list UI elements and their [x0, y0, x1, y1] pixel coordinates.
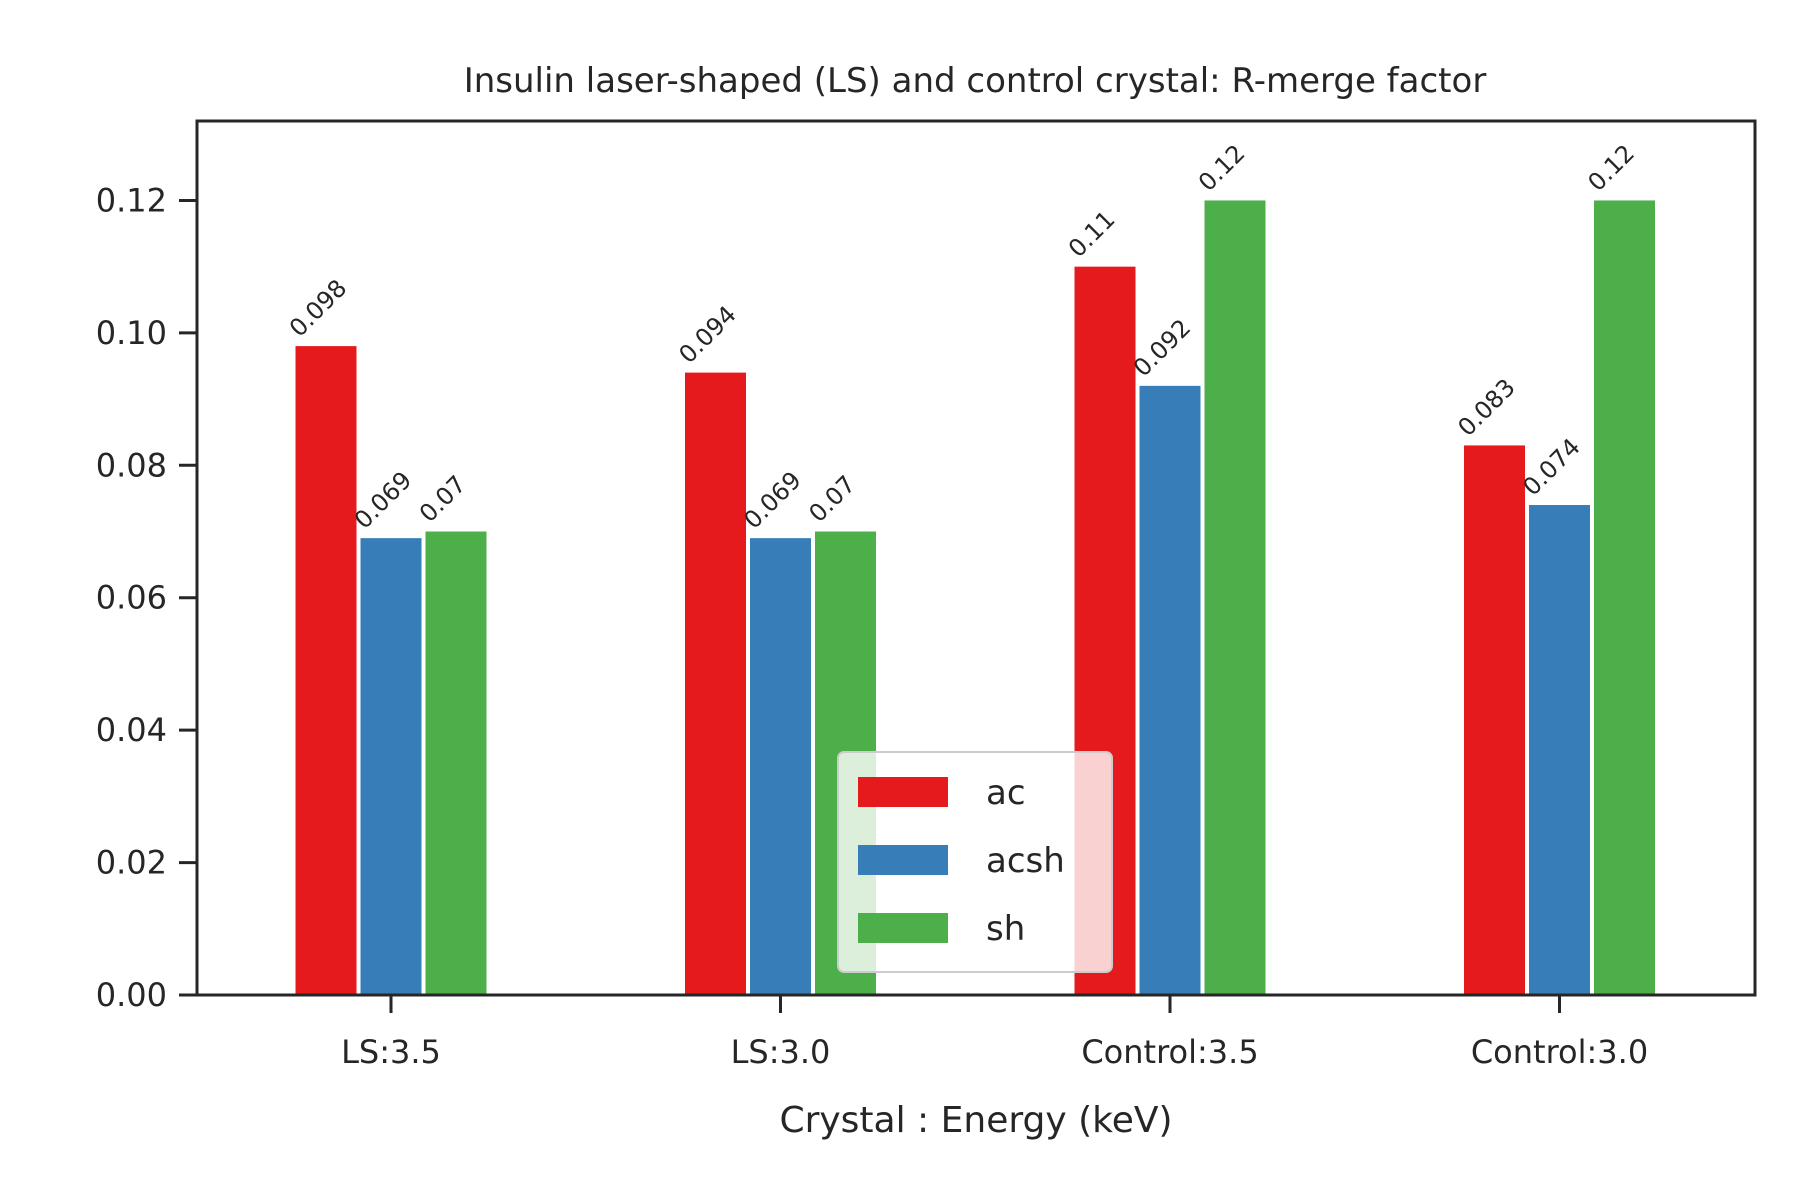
- x-tick-label: LS:3.5: [341, 1033, 441, 1071]
- y-tick-label: 0.10: [96, 314, 167, 352]
- legend-label-ac: ac: [986, 773, 1026, 813]
- bar-sh-3: [1594, 200, 1655, 996]
- plot-frame: [195, 119, 1757, 997]
- bar-sh-0: [425, 531, 487, 995]
- bar-acsh-2: [1139, 385, 1201, 995]
- y-tick-label: 0.02: [96, 844, 167, 882]
- bar-acsh-1: [750, 538, 811, 995]
- bar-ac-0: [295, 346, 357, 995]
- legend: ac acsh sh: [837, 751, 1113, 973]
- legend-swatch-ac: [858, 777, 948, 807]
- bar-acsh-3: [1529, 505, 1590, 995]
- y-tick-label: 0.08: [96, 446, 167, 484]
- x-tick-label: Control:3.5: [1081, 1033, 1258, 1071]
- y-tick-label: 0.00: [96, 976, 167, 1014]
- bar-sh-2: [1204, 200, 1266, 996]
- chart-title: Insulin laser-shaped (LS) and control cr…: [464, 61, 1487, 101]
- bar-acsh-0: [360, 538, 422, 995]
- legend-swatch-acsh: [858, 845, 948, 875]
- y-tick-label: 0.06: [96, 579, 167, 617]
- bar-ac-3: [1464, 445, 1525, 995]
- legend-swatch-sh: [858, 913, 948, 943]
- legend-label-acsh: acsh: [986, 841, 1065, 881]
- bar-ac-1: [685, 372, 746, 995]
- x-tick-label: LS:3.0: [731, 1033, 831, 1071]
- y-tick-label: 0.04: [96, 711, 167, 749]
- legend-label-sh: sh: [986, 909, 1025, 949]
- y-tick-label: 0.12: [96, 181, 167, 219]
- x-axis-label: Crystal : Energy (keV): [779, 1100, 1172, 1141]
- x-tick-label: Control:3.0: [1471, 1033, 1648, 1071]
